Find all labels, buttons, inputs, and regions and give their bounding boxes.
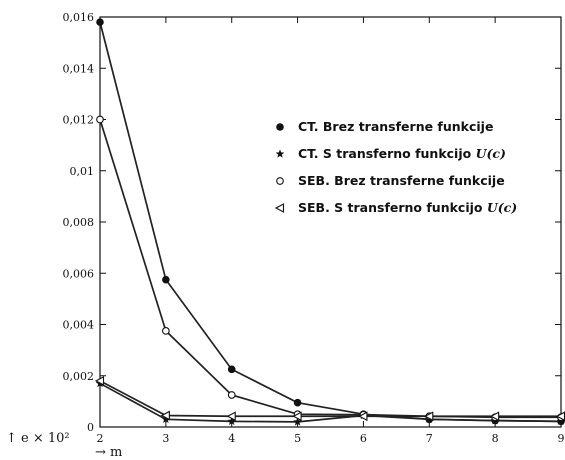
series-3 <box>96 115 565 422</box>
data-point <box>226 411 236 422</box>
series-1 <box>96 18 565 426</box>
y-tick-label: 0,004 <box>63 319 95 332</box>
plot-area <box>99 16 562 428</box>
data-point <box>227 391 236 399</box>
series-line <box>99 119 561 419</box>
legend-math-label: U(c) <box>476 146 506 161</box>
legend-label: CT. Brez transferne funkcije <box>298 119 493 134</box>
y-tick-label: 0,016 <box>63 11 95 24</box>
y-axis: 0 0,002 0,004 0,006 0,008 0,01 0,012 0,014 0,016 <box>63 11 561 434</box>
legend-item: SEB. S transferno funkcijo U(c) <box>274 200 517 215</box>
legend-label: CT. S transferno funkcijo U(c) <box>298 146 506 161</box>
legend-marker <box>276 177 284 185</box>
y-tick-label: 0,01 <box>70 165 95 178</box>
legend-label: SEB. S transferno funkcijo U(c) <box>298 200 517 215</box>
x-tick-label: 2 <box>97 432 104 445</box>
series-4 <box>94 375 565 422</box>
y-tick-label: 0,008 <box>63 216 95 229</box>
legend-item: CT. S transferno funkcijo U(c) <box>275 146 506 161</box>
legend-marker <box>276 123 284 131</box>
legend-item: SEB. Brez transferne funkcije <box>276 173 505 188</box>
y-tick-label: 0,012 <box>63 114 95 127</box>
legend-marker <box>275 149 285 158</box>
data-point <box>160 410 170 421</box>
legend-marker <box>274 203 285 213</box>
legend: CT. Brez transferne funkcije CT. S transf… <box>274 119 517 215</box>
series-line <box>99 21 562 423</box>
series-line <box>99 382 562 423</box>
x-tick-label: 7 <box>426 432 433 445</box>
series-line <box>99 380 561 418</box>
plot-frame <box>99 16 562 428</box>
y-axis-title: ↑ e × 10² <box>6 431 70 446</box>
data-point <box>96 115 104 124</box>
x-tick-label: 9 <box>558 432 565 445</box>
x-tick-label: 8 <box>492 432 499 445</box>
data-point <box>292 411 302 422</box>
legend-item: CT. Brez transferne funkcije <box>276 119 493 134</box>
y-tick-label: 0 <box>87 421 94 434</box>
data-point <box>489 411 500 422</box>
data-point <box>293 398 302 407</box>
data-point <box>94 375 105 386</box>
data-point <box>162 275 170 284</box>
data-point <box>96 18 104 26</box>
data-point <box>162 327 170 335</box>
legend-math-label: U(c) <box>487 200 517 215</box>
x-tick-label: 3 <box>162 432 169 445</box>
x-axis-title: → m <box>95 445 122 460</box>
x-tick-label: 6 <box>360 432 367 445</box>
data-point <box>424 411 434 422</box>
data-point <box>358 411 368 422</box>
x-tick-label: 5 <box>294 432 301 445</box>
y-tick-label: 0,014 <box>63 62 95 75</box>
y-tick-label: 0,006 <box>63 267 95 280</box>
y-tick-label: 0,002 <box>63 370 95 383</box>
series-layer <box>94 18 565 426</box>
data-point <box>227 365 236 374</box>
x-axis: 2 3 4 5 6 7 8 9 <box>97 17 565 445</box>
legend-label: SEB. Brez transferne funkcije <box>298 173 505 188</box>
x-tick-label: 4 <box>228 432 235 445</box>
